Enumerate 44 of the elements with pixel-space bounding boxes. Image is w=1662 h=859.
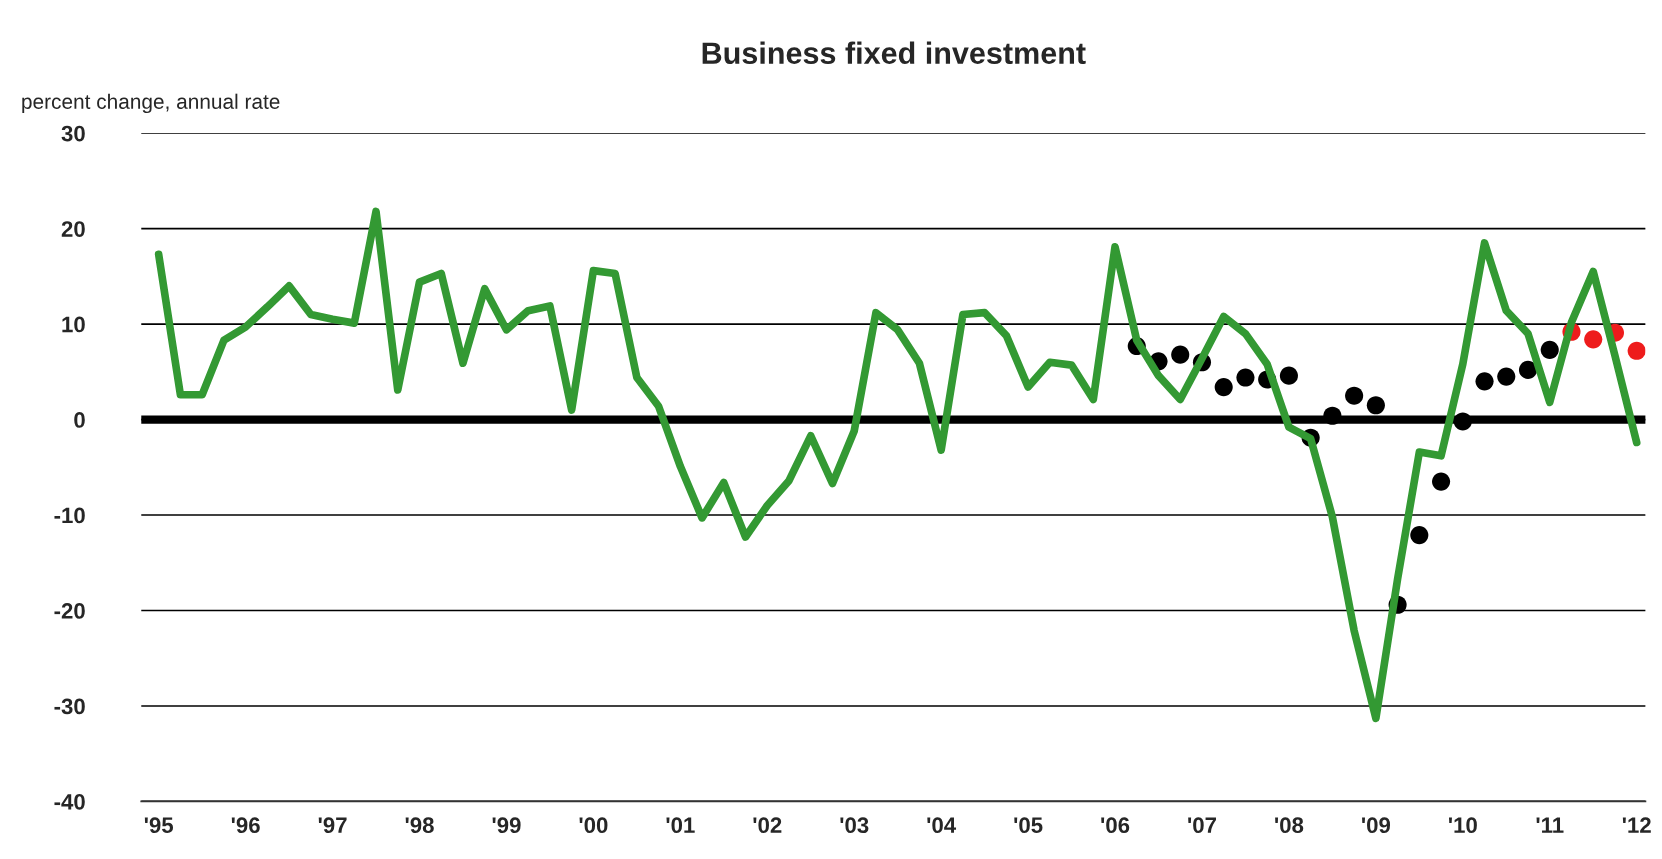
point [1410, 526, 1429, 545]
x-tick-label: '04 [927, 817, 957, 834]
point [1432, 472, 1451, 491]
x-tick-label: '97 [318, 817, 347, 834]
y-tick-label: -10 [54, 507, 85, 524]
point [1214, 378, 1233, 397]
point [1236, 368, 1255, 387]
y-tick-label: 20 [61, 221, 85, 237]
x-tick-label: '08 [1275, 817, 1304, 834]
point [1518, 360, 1538, 379]
point [1453, 412, 1472, 431]
x-tick-label: '98 [405, 817, 434, 834]
point [1323, 406, 1342, 425]
y-tick-label: -30 [54, 698, 85, 715]
x-tick-label: '12 [1622, 817, 1651, 833]
x-tick-label: '11 [1536, 817, 1564, 833]
point [1475, 372, 1494, 391]
y-tick-label: 30 [61, 125, 85, 142]
x-tick-label: '96 [231, 817, 260, 834]
x-tick-label: '09 [1362, 817, 1391, 834]
y-axis-title: percent change, annual rate [22, 93, 280, 114]
point [1345, 386, 1364, 405]
x-tick-label: '00 [579, 817, 608, 834]
y-tick-label: 0 [74, 412, 85, 428]
x-tick-label: '99 [492, 817, 521, 834]
y-tick-label: -20 [54, 603, 85, 619]
x-tick-label: '06 [1101, 817, 1130, 834]
point [1279, 366, 1298, 385]
x-tick-label: '95 [144, 817, 174, 834]
x-tick-label: '07 [1188, 817, 1216, 834]
x-tick-label: '10 [1448, 817, 1477, 834]
point [1540, 340, 1559, 359]
x-tick-label: '01 [666, 817, 695, 834]
point [1171, 345, 1190, 364]
point [1366, 396, 1385, 415]
chart-title: Business fixed investment [702, 41, 1086, 64]
point [1584, 330, 1603, 349]
x-tick-label: '05 [1014, 817, 1043, 834]
point [1627, 341, 1646, 360]
y-tick-label: -40 [54, 793, 85, 810]
x-tick-label: '02 [753, 817, 782, 834]
x-tick-label: '03 [840, 817, 869, 834]
y-tick-label: 10 [62, 316, 85, 333]
point [1497, 367, 1516, 386]
